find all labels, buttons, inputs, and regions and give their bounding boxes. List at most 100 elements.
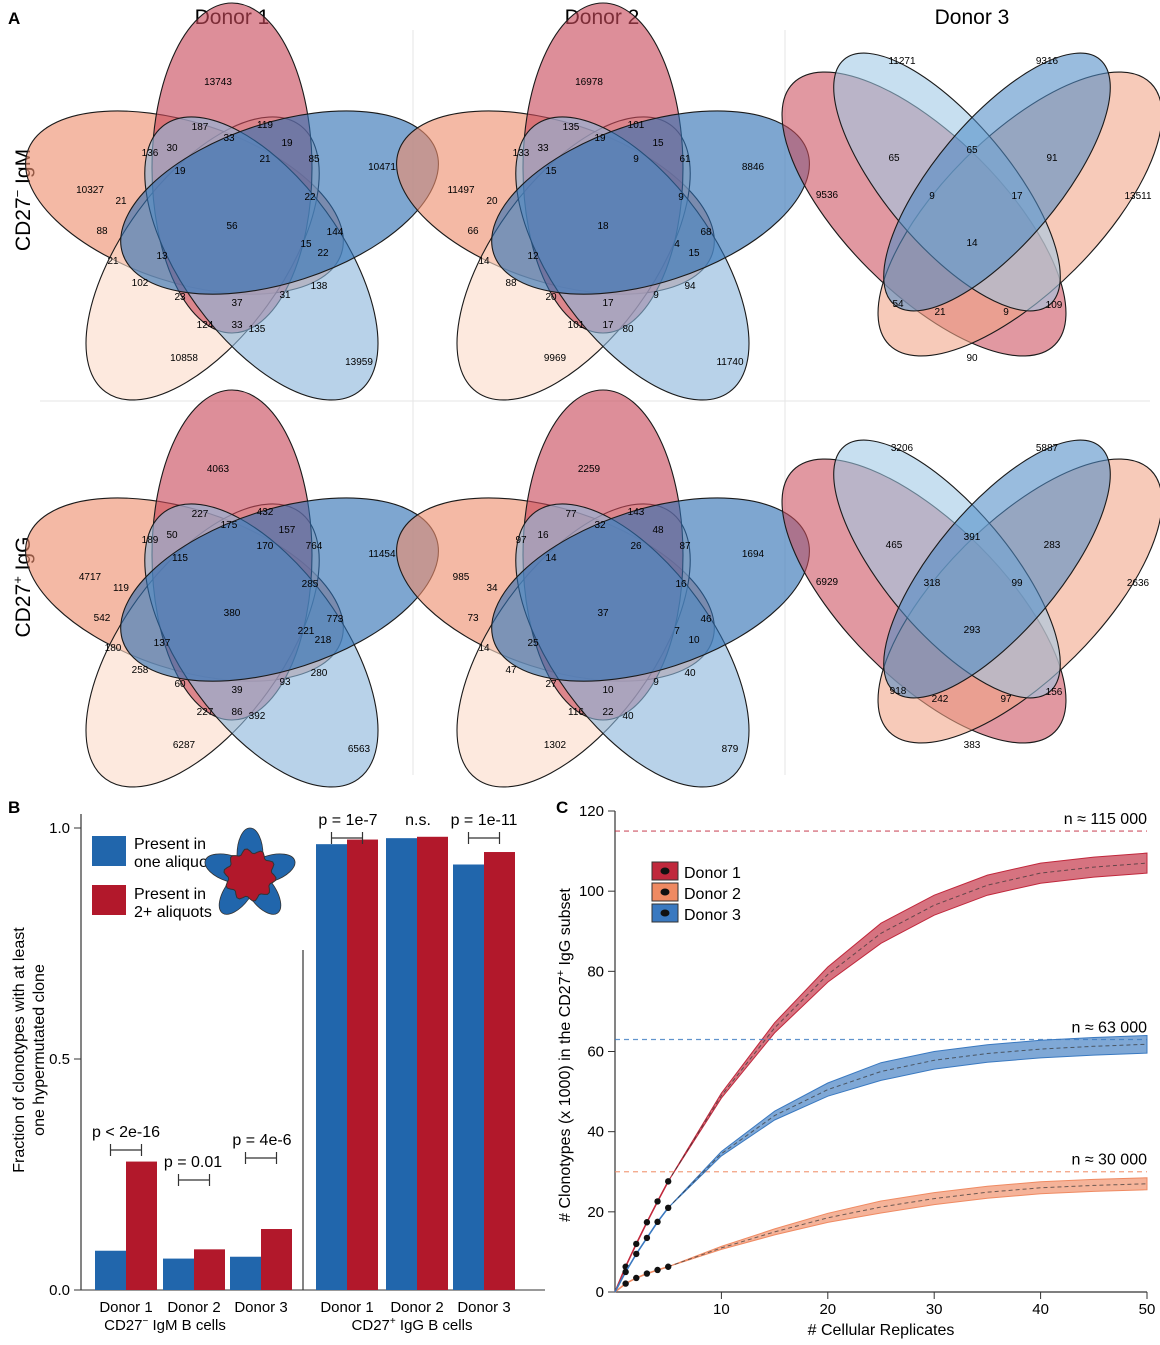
venn-5-count-14: 383: [964, 740, 981, 751]
venn-1-count-28: 17: [602, 320, 614, 331]
venn-1-count-26: 9: [653, 290, 659, 301]
panel-c-y-tick-label-2: 40: [587, 1124, 604, 1141]
pvalue-bracket-1: [177, 1174, 211, 1186]
venn-4-count-10: 97: [515, 535, 527, 546]
pvalue-bracket-3: [330, 832, 364, 844]
venn-3-count-5: 227: [192, 509, 209, 520]
venn-4-count-5: 77: [565, 509, 577, 520]
venn-3-count-9: 764: [306, 541, 323, 552]
venn-1-count-7: 101: [628, 120, 645, 131]
panel-c-y-tick-label-5: 100: [579, 883, 604, 900]
venn-2-set-4: [883, 52, 1111, 312]
venn-0-count-10: 136: [142, 148, 159, 159]
venn-0-count-12: 19: [174, 166, 186, 177]
venn-4-count-15: 34: [486, 583, 498, 594]
panel-c-x-tick-label-2: 30: [926, 1301, 943, 1318]
legend-one-aliquot-line-1: Present in: [134, 836, 206, 853]
pvalue-label-2: p = 4e-6: [232, 1132, 291, 1149]
venn-0-count-26: 31: [279, 290, 291, 301]
venn-4-count-17: 46: [700, 614, 712, 625]
venn-2-count-2: 9316: [1036, 56, 1059, 67]
venn-2-count-1: 11271: [888, 56, 916, 67]
venn-4-count-18: 7: [674, 626, 680, 637]
venn-5-set-4: [883, 439, 1111, 699]
venn-3-count-4: 4717: [79, 572, 102, 583]
venn-4-count-14: 16: [675, 579, 687, 590]
venn-2-count-3: 13511: [1124, 191, 1152, 202]
venn-1-count-25: 17: [602, 298, 614, 309]
point-donor-3-0: [622, 1268, 629, 1276]
venn-4-count-8: 48: [652, 525, 664, 536]
venn-3-count-21: 137: [154, 638, 171, 649]
venn-5-count-2: 5887: [1036, 443, 1059, 454]
venn-0-count-8: 19: [281, 138, 293, 149]
bar-two-aliquots-4: [417, 836, 448, 1290]
venn-1-count-0: 16978: [575, 77, 603, 88]
venn-4-count-3: 1302: [544, 740, 567, 751]
venn-4-count-9: 87: [679, 541, 691, 552]
panel-c-y-tick-label-3: 60: [587, 1044, 604, 1061]
panel-c-y-tick-label-4: 80: [587, 963, 604, 980]
venn-1-count-16: 66: [467, 226, 479, 237]
venn-4-count-12: 14: [545, 553, 557, 564]
panel-b-x-tick-label-1: Donor 2: [167, 1299, 220, 1316]
legend-one-aliquot-line-2: one aliquot: [134, 854, 213, 871]
venn-1-count-19: 15: [688, 248, 700, 259]
venn-cell-2: 9536 11271 9316 13511 65 65 91 9 17 14 54 21 109 9 90: [781, 52, 1160, 364]
pvalue-label-4: n.s.: [405, 812, 431, 829]
venn-0-count-13: 21: [259, 154, 271, 165]
aliquot-flower-icon: [204, 827, 296, 915]
legend-dot-donor-1: [660, 867, 670, 875]
venn-4-count-7: 143: [628, 507, 645, 518]
venn-cell-1: 16978 8846 11740 9969 11497 135 19 101 15 61 133 33…: [396, 2, 810, 401]
venn-4-count-0: 2259: [578, 464, 601, 475]
venn-5-count-9: 293: [964, 625, 981, 636]
venn-5-count-8: 99: [1011, 578, 1023, 589]
point-donor-1-2: [643, 1219, 651, 1226]
venn-col-title-donor-3: Donor 3: [935, 6, 1010, 29]
venn-0-count-22: 138: [311, 281, 328, 292]
venn-3-count-6: 175: [221, 520, 238, 531]
venn-3-count-18: 221: [298, 626, 315, 637]
venn-2-count-9: 14: [966, 238, 978, 249]
bar-one-aliquot-1: [163, 1258, 194, 1290]
point-donor-3-3: [654, 1218, 661, 1226]
venn-1-count-13: 9: [633, 154, 639, 165]
point-donor-1-1: [633, 1240, 640, 1248]
venn-4-count-1: 1694: [742, 549, 765, 560]
pvalue-bracket-2: [244, 1152, 278, 1164]
venn-cell-3: 4063 11454 6563 6287 4717 227 175 432 157 764 189 5…: [25, 389, 439, 788]
venn-2-count-0: 9536: [816, 190, 839, 201]
venn-3-count-16: 542: [94, 613, 111, 624]
venn-2-count-11: 21: [934, 307, 946, 318]
venn-5-count-11: 242: [932, 694, 949, 705]
venn-5-count-1: 3206: [891, 443, 914, 454]
venn-0-count-17: 144: [327, 227, 344, 238]
venn-3-count-11: 50: [166, 530, 178, 541]
venn-4-count-11: 16: [537, 530, 549, 541]
legend-dot-donor-3: [660, 909, 670, 917]
venn-2-count-12: 109: [1046, 300, 1063, 311]
panel-b-x-tick-label-0: Donor 1: [99, 1299, 152, 1316]
venn-cell-5: 6929 3206 5887 2636 465 391 283 318 99 293 918 242 1…: [781, 439, 1160, 751]
venn-1-count-2: 11740: [716, 357, 744, 368]
venn-5-count-7: 318: [924, 578, 941, 589]
panel-label-b: B: [8, 798, 20, 817]
panel-b-x-tick-label-5: Donor 3: [457, 1299, 510, 1316]
bar-one-aliquot-2: [230, 1256, 261, 1290]
venn-0-count-30: 56: [226, 221, 238, 232]
point-donor-1-3: [654, 1198, 661, 1205]
group-title-igg: CD27+ IgG B cells: [352, 1316, 473, 1334]
line-extrapolated-donor-2: [668, 1183, 1148, 1268]
venn-3-count-15: 119: [113, 583, 129, 594]
venn-3-count-7: 432: [257, 507, 274, 518]
venn-3-count-30: 380: [224, 608, 241, 619]
pvalue-bracket-5: [467, 832, 501, 844]
point-donor-2-0: [622, 1280, 629, 1287]
band-donor-2: [668, 1177, 1148, 1268]
pvalue-label-3: p = 1e-7: [318, 812, 377, 829]
panel-b-x-tick-label-2: Donor 3: [234, 1299, 287, 1316]
venn-4-count-16: 73: [467, 613, 479, 624]
panel-c-xlabel: # Cellular Replicates: [808, 1322, 955, 1339]
venn-2-count-7: 9: [929, 191, 935, 202]
